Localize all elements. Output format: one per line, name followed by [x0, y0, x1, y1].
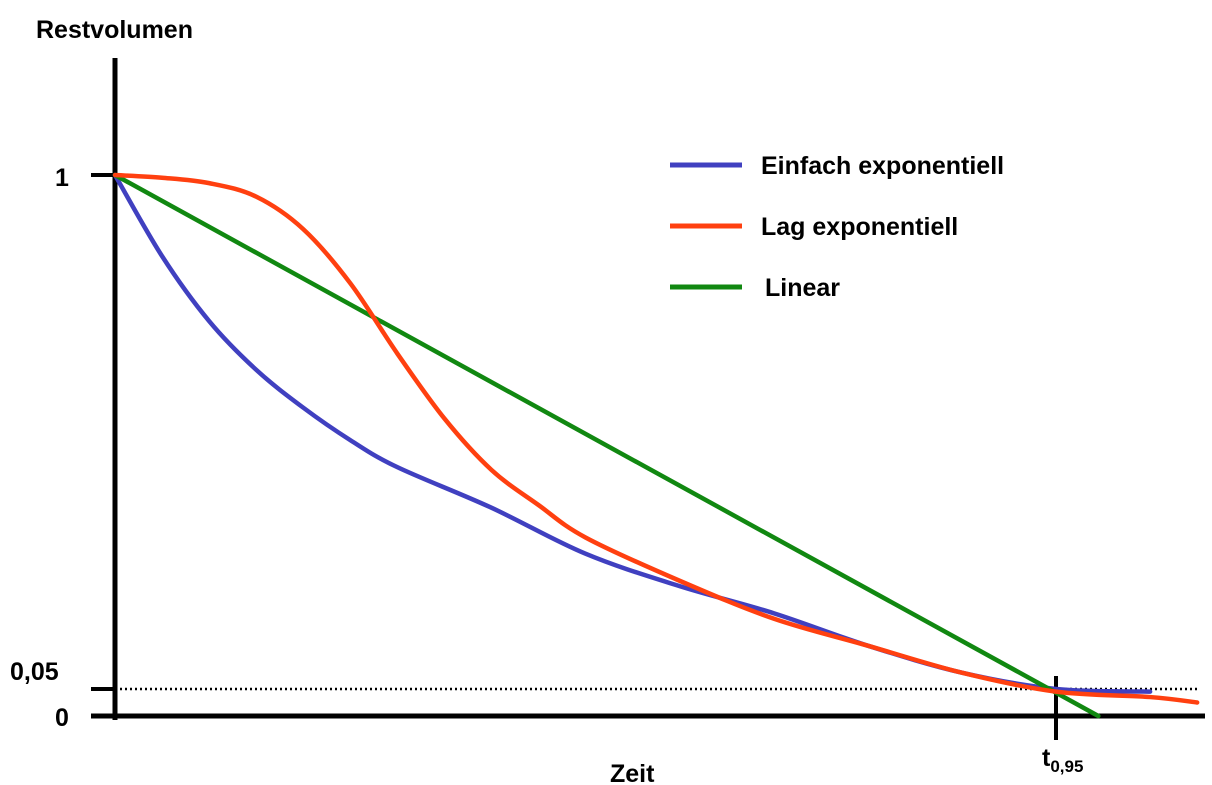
series-line-einfach-exponentiell — [112, 172, 1153, 694]
y-tick-label-1: 1 — [55, 164, 69, 192]
series-line-linear — [112, 172, 1101, 719]
x-marker-label-sub: 0,95 — [1050, 757, 1083, 776]
y-tick-label-0: 0 — [55, 704, 69, 732]
series-line-lag-exponentiell — [112, 172, 1200, 705]
legend-label-einfach-exponentiell: Einfach exponentiell — [761, 152, 1004, 180]
x-axis-label: Zeit — [610, 760, 655, 785]
x-marker-label-main: t — [1042, 744, 1051, 772]
y-axis-label: Restvolumen — [36, 16, 193, 44]
series-layer — [112, 172, 1200, 719]
legend: Einfach exponentiell Lag exponentiell Line… — [670, 152, 1004, 302]
x-marker-label: t0,95 — [1042, 744, 1083, 776]
legend-label-linear: Linear — [765, 274, 840, 302]
y-tick-label-0-05: 0,05 — [10, 658, 59, 686]
legend-label-lag-exponentiell: Lag exponentiell — [761, 213, 958, 241]
axes — [91, 58, 1205, 740]
